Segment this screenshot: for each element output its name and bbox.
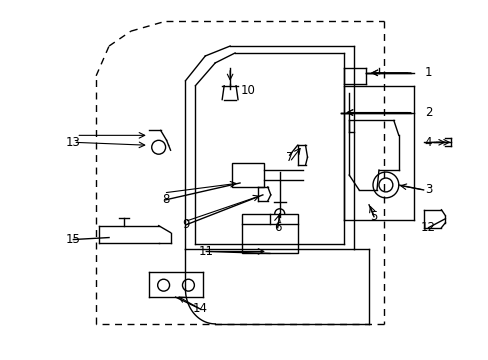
Text: 4: 4 [424, 136, 431, 149]
FancyBboxPatch shape [232, 163, 264, 187]
Text: 7: 7 [285, 151, 293, 164]
FancyBboxPatch shape [242, 214, 297, 253]
Text: 12: 12 [420, 221, 435, 234]
Text: 13: 13 [66, 136, 81, 149]
Text: 14: 14 [192, 302, 207, 315]
Text: 10: 10 [240, 84, 255, 97]
Text: 2: 2 [424, 106, 431, 119]
Text: 1: 1 [424, 66, 431, 79]
Circle shape [274, 209, 284, 219]
Circle shape [378, 178, 392, 192]
Text: 6: 6 [273, 221, 281, 234]
Text: 15: 15 [66, 233, 81, 246]
Circle shape [182, 279, 194, 291]
Text: 11: 11 [199, 245, 213, 258]
Circle shape [372, 172, 398, 198]
Circle shape [157, 279, 169, 291]
Text: 3: 3 [424, 184, 431, 197]
Circle shape [151, 140, 165, 154]
Text: 9: 9 [183, 218, 190, 231]
Text: 5: 5 [369, 210, 377, 223]
Text: 8: 8 [162, 193, 169, 206]
